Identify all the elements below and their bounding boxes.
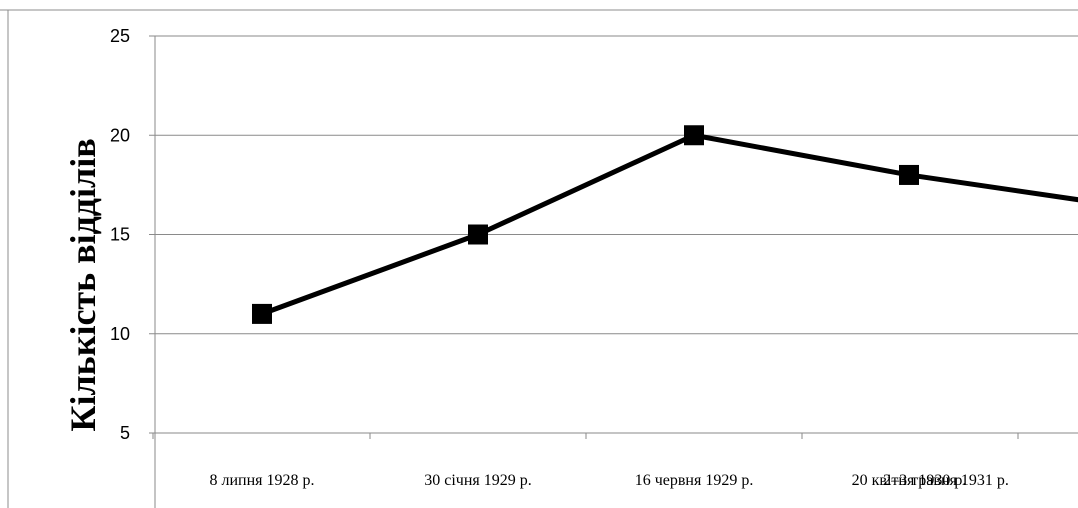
y-tick-label: 25 — [110, 26, 130, 46]
gridlines — [155, 35, 1078, 335]
series-line — [261, 132, 1078, 317]
y-tick-label: 15 — [110, 225, 130, 245]
y-tick-label: 20 — [110, 125, 130, 145]
y-tick-label: 5 — [120, 423, 130, 443]
data-point-marker — [252, 303, 272, 324]
data-point-marker — [684, 125, 704, 146]
y-axis-label: Кількість відділів — [63, 138, 103, 431]
x-tick-labels: 8 липня 1928 р. 30 січня 1929 р. 16 червня… — [209, 472, 1008, 489]
chart-frame — [0, 9, 1078, 508]
data-point-marker — [899, 164, 919, 185]
x-tick-label: 30 січня 1929 р. — [424, 472, 532, 489]
x-tick-label: 16 червня 1929 р. — [635, 472, 754, 489]
y-tick-labels: 5 10 15 20 25 — [110, 26, 130, 443]
data-point-marker — [468, 224, 488, 245]
x-tick-label: 20 квітня 1930 р. — [852, 472, 967, 489]
x-tick-label: 2–3 травня 1931 р. — [883, 472, 1009, 489]
y-tick-label: 10 — [110, 324, 130, 344]
axes — [149, 35, 1078, 508]
series-group — [252, 125, 1078, 324]
x-tick-label: 8 липня 1928 р. — [209, 472, 314, 489]
